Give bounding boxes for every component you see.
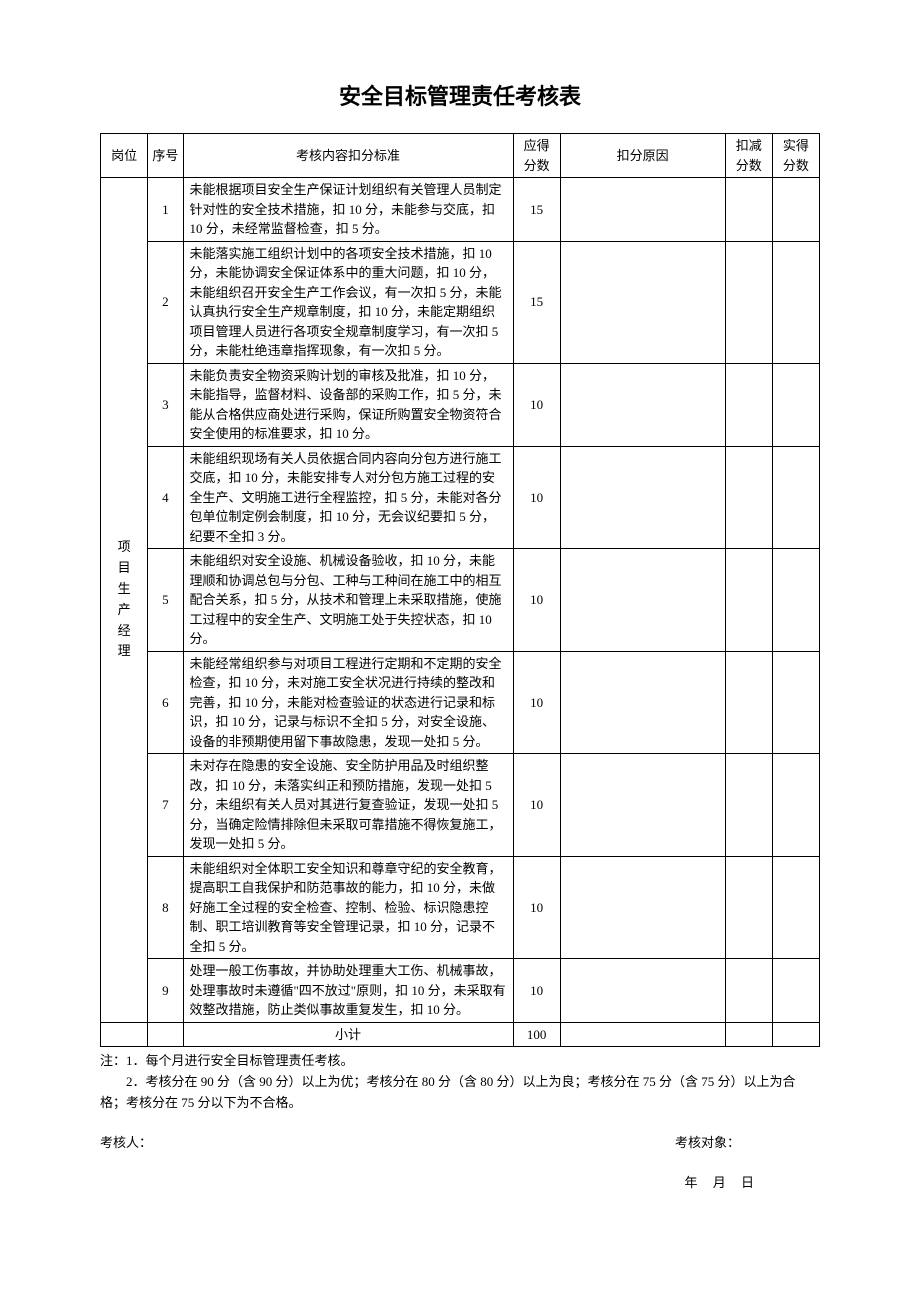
header-post: 岗位 <box>101 134 148 178</box>
subtotal-post-cell <box>101 1022 148 1047</box>
seq-cell: 8 <box>148 856 183 959</box>
reason-cell <box>560 856 725 959</box>
score-cell: 10 <box>513 754 560 857</box>
actual-cell <box>772 754 819 857</box>
table-header-row: 岗位 序号 考核内容扣分标准 应得分数 扣分原因 扣减分数 实得分数 <box>101 134 820 178</box>
table-row: 4未能组织现场有关人员依据合同内容向分包方进行施工交底，扣 10 分，未能安排专… <box>101 446 820 549</box>
reason-cell <box>560 651 725 754</box>
reason-cell <box>560 446 725 549</box>
reason-cell <box>560 178 725 242</box>
seq-cell: 5 <box>148 549 183 652</box>
reason-cell <box>560 959 725 1023</box>
seq-cell: 3 <box>148 363 183 446</box>
seq-cell: 2 <box>148 241 183 363</box>
actual-cell <box>772 178 819 242</box>
content-cell: 未能根据项目安全生产保证计划组织有关管理人员制定针对性的安全技术措施，扣 10 … <box>183 178 513 242</box>
header-reason: 扣分原因 <box>560 134 725 178</box>
table-row: 5未能组织对安全设施、机械设备验收，扣 10 分，未能理顺和协调总包与分包、工种… <box>101 549 820 652</box>
subtotal-reason-cell <box>560 1022 725 1047</box>
reason-cell <box>560 549 725 652</box>
date-row: 年 月 日 <box>100 1173 820 1193</box>
header-seq: 序号 <box>148 134 183 178</box>
reason-cell <box>560 754 725 857</box>
table-row: 2未能落实施工组织计划中的各项安全技术措施，扣 10 分，未能协调安全保证体系中… <box>101 241 820 363</box>
subtotal-deduct-cell <box>725 1022 772 1047</box>
seq-cell: 9 <box>148 959 183 1023</box>
seq-cell: 7 <box>148 754 183 857</box>
seq-cell: 6 <box>148 651 183 754</box>
header-content: 考核内容扣分标准 <box>183 134 513 178</box>
content-cell: 未能经常组织参与对项目工程进行定期和不定期的安全检查，扣 10 分，未对施工安全… <box>183 651 513 754</box>
reason-cell <box>560 241 725 363</box>
content-cell: 未能组织对安全设施、机械设备验收，扣 10 分，未能理顺和协调总包与分包、工种与… <box>183 549 513 652</box>
content-cell: 未能负责安全物资采购计划的审核及批准，扣 10 分，未能指导，监督材料、设备部的… <box>183 363 513 446</box>
signature-row: 考核人： 考核对象： <box>100 1133 820 1153</box>
score-cell: 10 <box>513 959 560 1023</box>
table-row: 7未对存在隐患的安全设施、安全防护用品及时组织整改，扣 10 分，未落实纠正和预… <box>101 754 820 857</box>
seq-cell: 1 <box>148 178 183 242</box>
actual-cell <box>772 549 819 652</box>
actual-cell <box>772 959 819 1023</box>
subtotal-actual-cell <box>772 1022 819 1047</box>
score-cell: 10 <box>513 651 560 754</box>
table-row: 项目生产经理1未能根据项目安全生产保证计划组织有关管理人员制定针对性的安全技术措… <box>101 178 820 242</box>
actual-cell <box>772 446 819 549</box>
subtotal-score-cell: 100 <box>513 1022 560 1047</box>
note-line-2: 2．考核分在 90 分（含 90 分）以上为优；考核分在 80 分（含 80 分… <box>100 1072 820 1114</box>
table-row: 6未能经常组织参与对项目工程进行定期和不定期的安全检查，扣 10 分，未对施工安… <box>101 651 820 754</box>
deduct-cell <box>725 856 772 959</box>
score-cell: 10 <box>513 363 560 446</box>
deduct-cell <box>725 959 772 1023</box>
notes-section: 注：1．每个月进行安全目标管理责任考核。 2．考核分在 90 分（含 90 分）… <box>100 1051 820 1113</box>
reason-cell <box>560 363 725 446</box>
score-cell: 15 <box>513 178 560 242</box>
seq-cell: 4 <box>148 446 183 549</box>
actual-cell <box>772 363 819 446</box>
deduct-cell <box>725 651 772 754</box>
subtotal-label-cell: 小计 <box>183 1022 513 1047</box>
actual-cell <box>772 856 819 959</box>
score-cell: 10 <box>513 549 560 652</box>
table-row: 8未能组织对全体职工安全知识和尊章守纪的安全教育，提高职工自我保护和防范事故的能… <box>101 856 820 959</box>
target-label: 考核对象： <box>675 1133 820 1153</box>
content-cell: 未能落实施工组织计划中的各项安全技术措施，扣 10 分，未能协调安全保证体系中的… <box>183 241 513 363</box>
header-score: 应得分数 <box>513 134 560 178</box>
deduct-cell <box>725 363 772 446</box>
actual-cell <box>772 241 819 363</box>
table-row: 9处理一般工伤事故，并协助处理重大工伤、机械事故，处理事故时未遵循"四不放过"原… <box>101 959 820 1023</box>
actual-cell <box>772 651 819 754</box>
content-cell: 未对存在隐患的安全设施、安全防护用品及时组织整改，扣 10 分，未落实纠正和预防… <box>183 754 513 857</box>
assessment-table: 岗位 序号 考核内容扣分标准 应得分数 扣分原因 扣减分数 实得分数 项目生产经… <box>100 133 820 1047</box>
score-cell: 10 <box>513 446 560 549</box>
deduct-cell <box>725 754 772 857</box>
score-cell: 15 <box>513 241 560 363</box>
deduct-cell <box>725 241 772 363</box>
deduct-cell <box>725 549 772 652</box>
subtotal-row: 小计100 <box>101 1022 820 1047</box>
score-cell: 10 <box>513 856 560 959</box>
content-cell: 处理一般工伤事故，并协助处理重大工伤、机械事故，处理事故时未遵循"四不放过"原则… <box>183 959 513 1023</box>
assessor-label: 考核人： <box>100 1133 152 1153</box>
content-cell: 未能组织现场有关人员依据合同内容向分包方进行施工交底，扣 10 分，未能安排专人… <box>183 446 513 549</box>
subtotal-seq-cell <box>148 1022 183 1047</box>
page-title: 安全目标管理责任考核表 <box>100 80 820 113</box>
content-cell: 未能组织对全体职工安全知识和尊章守纪的安全教育，提高职工自我保护和防范事故的能力… <box>183 856 513 959</box>
deduct-cell <box>725 446 772 549</box>
post-cell: 项目生产经理 <box>101 178 148 1023</box>
table-row: 3未能负责安全物资采购计划的审核及批准，扣 10 分，未能指导，监督材料、设备部… <box>101 363 820 446</box>
header-deduct: 扣减分数 <box>725 134 772 178</box>
deduct-cell <box>725 178 772 242</box>
note-line-1: 注：1．每个月进行安全目标管理责任考核。 <box>100 1051 820 1072</box>
header-actual: 实得分数 <box>772 134 819 178</box>
